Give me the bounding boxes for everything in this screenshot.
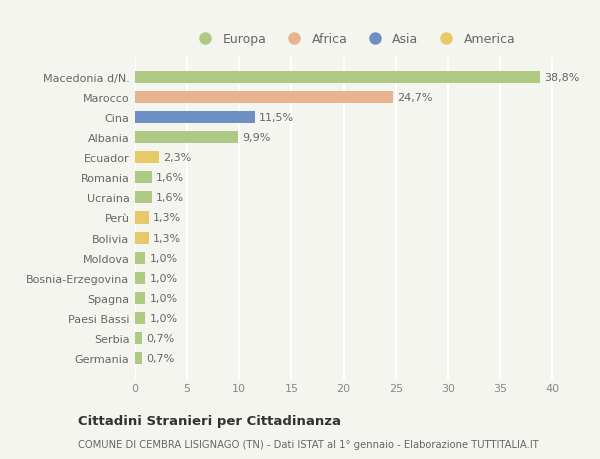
Text: 38,8%: 38,8%	[544, 73, 579, 83]
Bar	[135, 312, 145, 324]
Bar	[135, 332, 142, 344]
Bar	[135, 292, 145, 304]
Text: 1,3%: 1,3%	[153, 213, 181, 223]
Text: Cittadini Stranieri per Cittadinanza: Cittadini Stranieri per Cittadinanza	[78, 414, 341, 428]
Bar	[135, 152, 159, 164]
Text: 1,6%: 1,6%	[156, 193, 184, 203]
Bar	[135, 172, 152, 184]
Text: 1,0%: 1,0%	[149, 253, 178, 263]
Text: 24,7%: 24,7%	[397, 93, 432, 103]
Text: 0,7%: 0,7%	[146, 353, 175, 363]
Legend: Europa, Africa, Asia, America: Europa, Africa, Asia, America	[188, 28, 520, 51]
Bar	[135, 252, 145, 264]
Bar	[135, 272, 145, 284]
Bar	[135, 232, 149, 244]
Text: 1,3%: 1,3%	[153, 233, 181, 243]
Text: 11,5%: 11,5%	[259, 113, 294, 123]
Text: 1,0%: 1,0%	[149, 313, 178, 323]
Bar	[135, 92, 392, 104]
Bar	[135, 72, 539, 84]
Text: 1,0%: 1,0%	[149, 273, 178, 283]
Text: 1,6%: 1,6%	[156, 173, 184, 183]
Text: 2,3%: 2,3%	[163, 153, 191, 163]
Text: 1,0%: 1,0%	[149, 293, 178, 303]
Bar	[135, 212, 149, 224]
Bar	[135, 192, 152, 204]
Bar	[135, 132, 238, 144]
Bar	[135, 112, 255, 124]
Bar	[135, 352, 142, 364]
Text: COMUNE DI CEMBRA LISIGNAGO (TN) - Dati ISTAT al 1° gennaio - Elaborazione TUTTIT: COMUNE DI CEMBRA LISIGNAGO (TN) - Dati I…	[78, 440, 539, 449]
Text: 0,7%: 0,7%	[146, 333, 175, 343]
Text: 9,9%: 9,9%	[242, 133, 271, 143]
